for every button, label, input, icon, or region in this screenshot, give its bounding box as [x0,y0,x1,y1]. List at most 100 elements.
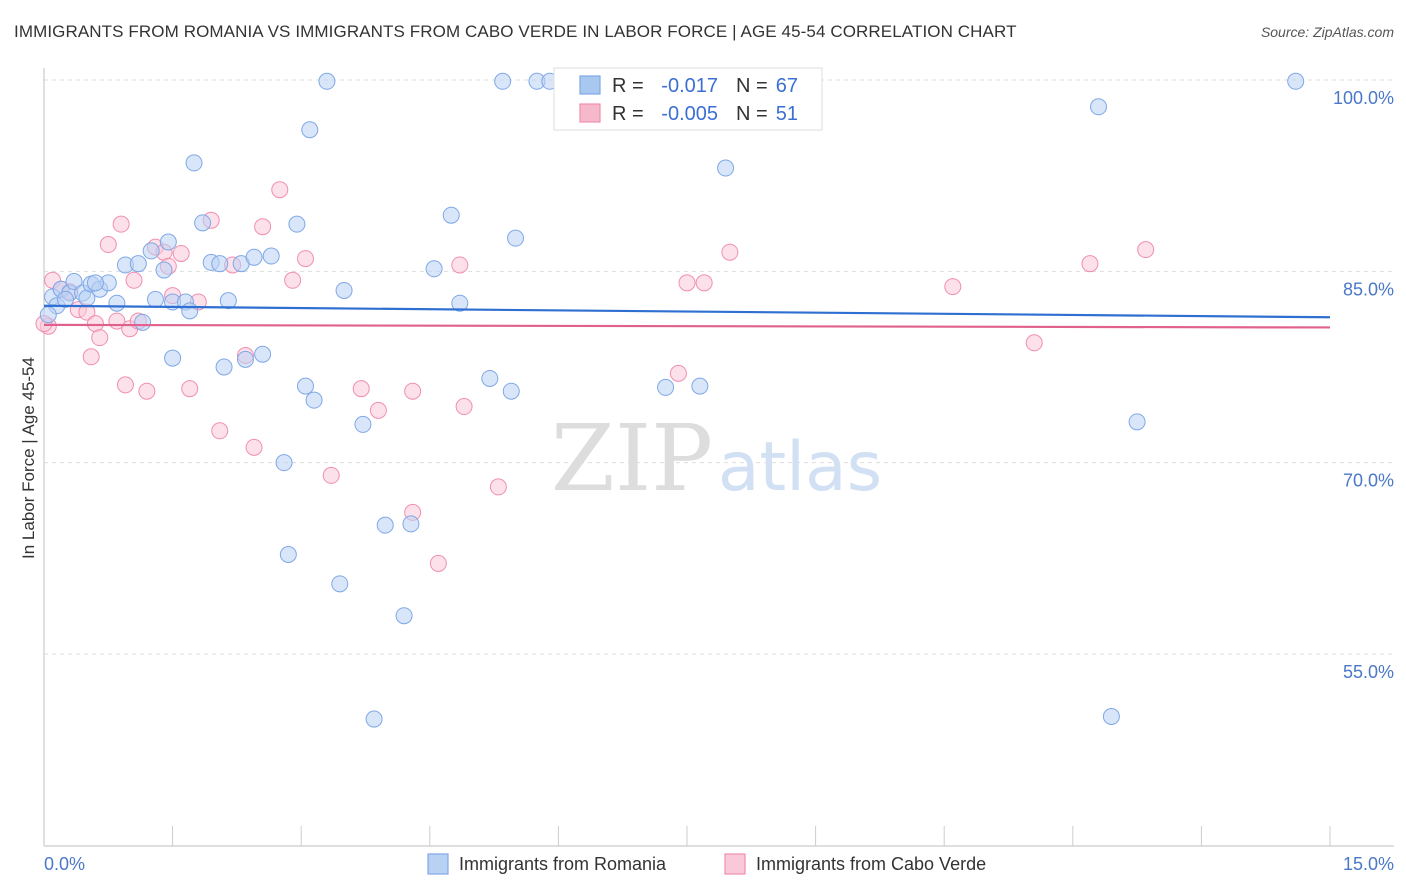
y-tick-label-1: 85.0% [1343,279,1394,299]
series-legend-swatch-romania[interactable] [427,853,449,875]
romania-point-27 [219,292,237,310]
cabo-verde-point-21 [172,244,190,262]
cabo-verde-point-31 [284,271,302,289]
series-legend[interactable]: Immigrants from Romania Immigrants from … [427,853,986,875]
cabo-verde-point-43 [678,274,696,292]
cabo-verde-point-22 [181,380,199,398]
cabo-verde-point-30 [271,181,289,199]
y-axis-title: In Labor Force | Age 45-54 [19,357,38,559]
legend-n-value-romania: 67 [776,75,798,97]
romania-point-57 [657,378,675,396]
x-axis-ticks [43,826,1331,846]
romania-point-4 [65,273,83,291]
y-tick-label-3: 55.0% [1343,662,1394,682]
source-credit: Source: ZipAtlas.com [1260,24,1394,40]
cabo-verde-point-6 [82,348,100,366]
romania-point-47 [425,260,443,278]
cabo-verde-point-46 [944,278,962,296]
legend-swatch-romania [579,75,601,95]
romania-point-64 [39,306,57,324]
watermark-atlas: atlas [718,428,882,507]
romania-point-44 [376,516,394,534]
cabo-verde-point-38 [429,554,447,572]
cabo-verde-point-41 [489,478,507,496]
series-legend-swatch-cabo-verde[interactable] [724,853,746,875]
cabo-verde-point-42 [669,364,687,382]
series-cabo-verde-points [35,181,1155,572]
romania-point-15 [146,290,164,308]
y-tick-labels: 100.0% 85.0% 70.0% 55.0% [1333,88,1394,682]
romania-point-35 [288,215,306,233]
romania-point-43 [365,710,383,728]
romania-point-22 [185,154,203,172]
cabo-verde-point-39 [451,256,469,274]
romania-point-31 [254,345,272,363]
cabo-verde-point-16 [138,382,156,400]
romania-point-33 [275,454,293,472]
romania-point-66 [86,274,104,292]
y-tick-label-0: 100.0% [1333,88,1394,108]
x-tick-label-min: 0.0% [44,854,85,874]
cabo-verde-point-48 [1081,255,1099,273]
cabo-verde-point-45 [721,243,739,261]
romania-point-12 [129,255,147,273]
series-romania-points [39,72,1305,728]
series-legend-label-romania[interactable]: Immigrants from Romania [459,854,667,874]
romania-point-21 [181,302,199,320]
chart-title: IMMIGRANTS FROM ROMANIA VS IMMIGRANTS FR… [14,22,1017,41]
romania-point-10 [108,294,126,312]
romania-point-36 [296,377,314,395]
romania-point-23 [194,214,212,232]
romania-point-34 [279,546,297,564]
romania-point-50 [481,369,499,387]
romania-point-42 [354,415,372,433]
cabo-verde-point-34 [352,380,370,398]
romania-point-25 [211,255,229,273]
y-tick-label-2: 70.0% [1343,471,1394,491]
romania-point-17 [159,233,177,251]
cabo-verde-point-11 [112,215,130,233]
cabo-verde-point-8 [91,329,109,347]
cabo-verde-point-12 [116,376,134,394]
stats-legend: R = -0.017 N = 67 R = -0.005 N = 51 [553,67,823,131]
legend-r-value-romania: -0.017 [661,75,718,97]
romania-point-38 [305,391,323,409]
legend-n-label-romania: N = [736,75,768,97]
romania-point-41 [335,281,353,299]
romania-point-63 [1287,72,1305,90]
romania-point-37 [301,121,319,139]
trend-line-cabo-verde [43,323,1331,329]
series-legend-label-cabo-verde[interactable]: Immigrants from Cabo Verde [756,854,986,874]
romania-point-39 [318,72,336,90]
romania-point-52 [502,382,520,400]
cabo-verde-point-40 [455,398,473,416]
romania-point-26 [215,358,233,376]
romania-point-51 [494,72,512,90]
cabo-verde-point-25 [211,422,229,440]
romania-point-53 [507,229,525,247]
romania-point-19 [164,349,182,367]
trend-line-romania [43,304,1331,319]
cabo-verde-point-44 [695,274,713,292]
romania-point-32 [262,247,280,265]
cabo-verde-point-9 [99,236,117,254]
cabo-verde-point-35 [369,401,387,419]
legend-r-label-romania: R = [612,75,644,97]
romania-point-13 [134,313,152,331]
romania-point-40 [331,575,349,593]
cabo-verde-point-28 [245,438,263,456]
romania-point-60 [1090,98,1108,116]
cabo-verde-point-37 [404,382,422,400]
cabo-verde-point-14 [125,271,143,289]
cabo-verde-point-7 [86,315,104,333]
romania-point-61 [1102,708,1120,726]
romania-point-48 [442,206,460,224]
watermark-zip: ZIP [551,405,713,512]
romania-point-16 [155,261,173,279]
romania-point-46 [402,515,420,533]
romania-point-58 [691,377,709,395]
legend-r-label-cabo-verde: R = [612,103,644,125]
romania-point-59 [717,159,735,177]
cabo-verde-point-29 [254,218,272,236]
